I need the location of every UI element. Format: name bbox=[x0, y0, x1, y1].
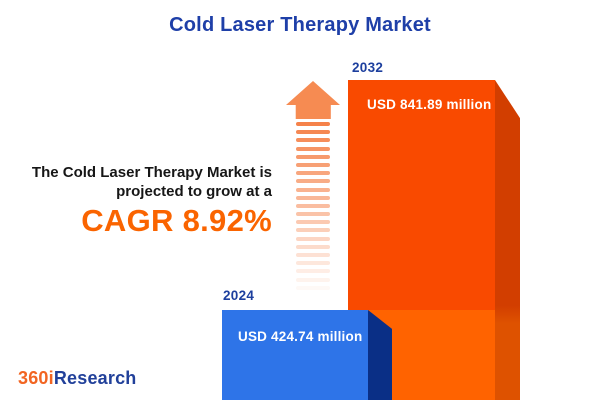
arrow-stripes bbox=[296, 122, 330, 294]
page-title: Cold Laser Therapy Market bbox=[169, 14, 431, 36]
arrow-stripe bbox=[296, 212, 330, 217]
arrow-stripe bbox=[296, 244, 330, 249]
arrow-stripe bbox=[296, 162, 330, 167]
arrow-stripe bbox=[296, 285, 330, 290]
bar-2032-value: USD 841.89 million bbox=[367, 97, 492, 112]
arrow-stripe bbox=[296, 236, 330, 241]
logo: 360iResearch bbox=[18, 368, 137, 389]
arrow-head-icon bbox=[286, 81, 340, 119]
arrow-stripe bbox=[296, 171, 330, 176]
arrow-stripe bbox=[296, 228, 330, 233]
arrow-stripe bbox=[296, 146, 330, 151]
arrow-stripe bbox=[296, 195, 330, 200]
annotation: The Cold Laser Therapy Market is project… bbox=[20, 163, 272, 238]
annotation-line-1: The Cold Laser Therapy Market is bbox=[31, 164, 272, 181]
arrow-stripe bbox=[296, 269, 330, 274]
arrow-stripe bbox=[296, 187, 330, 192]
arrow-stripe bbox=[296, 130, 330, 135]
cagr-value: CAGR 8.92% bbox=[81, 203, 272, 238]
arrow-stripe bbox=[296, 261, 330, 266]
bar-2024-value: USD 424.74 million bbox=[238, 329, 363, 344]
arrow-stripe bbox=[296, 138, 330, 143]
bar-2032-side bbox=[495, 80, 520, 400]
logo-360i: 360i bbox=[18, 368, 54, 388]
bar-label-2024: 2024 bbox=[223, 288, 255, 303]
bar-2024-side bbox=[368, 310, 392, 400]
logo-research: Research bbox=[53, 368, 137, 388]
arrow-stripe bbox=[296, 122, 330, 126]
bar-2024: USD 424.74 million bbox=[222, 310, 392, 400]
arrow-stripe bbox=[296, 179, 330, 184]
arrow-stripe bbox=[296, 253, 330, 257]
arrow-stripe bbox=[296, 277, 330, 282]
bar-label-2032: 2032 bbox=[352, 60, 384, 75]
growth-arrow-icon bbox=[286, 81, 340, 296]
arrow-stripe bbox=[296, 154, 330, 159]
annotation-line-2: projected to grow at a bbox=[116, 183, 272, 200]
arrow-stripe bbox=[296, 203, 330, 208]
bar-2024-face: USD 424.74 million bbox=[222, 310, 368, 400]
arrow-stripe bbox=[296, 220, 330, 225]
